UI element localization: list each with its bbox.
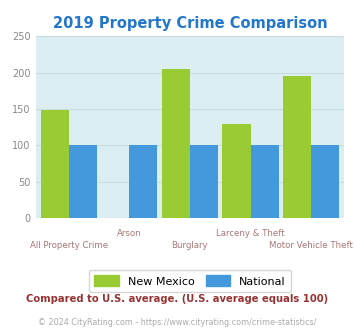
Bar (223, 124, 251, 218)
Text: Burglary: Burglary (171, 242, 208, 250)
Text: Compared to U.S. average. (U.S. average equals 100): Compared to U.S. average. (U.S. average … (26, 294, 329, 304)
Text: © 2024 CityRating.com - https://www.cityrating.com/crime-statistics/: © 2024 CityRating.com - https://www.city… (38, 318, 317, 327)
Text: Arson: Arson (117, 229, 142, 238)
Text: Larceny & Theft: Larceny & Theft (216, 229, 285, 238)
Bar (162, 69, 190, 218)
Bar (41, 110, 69, 218)
Bar (129, 145, 157, 218)
Legend: New Mexico, National: New Mexico, National (89, 270, 291, 292)
Text: Motor Vehicle Theft: Motor Vehicle Theft (269, 242, 353, 250)
Bar (251, 145, 279, 218)
Bar (311, 145, 339, 218)
Bar (190, 145, 218, 218)
Bar (283, 76, 311, 218)
Text: All Property Crime: All Property Crime (30, 242, 108, 250)
Bar (69, 145, 97, 218)
Title: 2019 Property Crime Comparison: 2019 Property Crime Comparison (53, 16, 327, 31)
